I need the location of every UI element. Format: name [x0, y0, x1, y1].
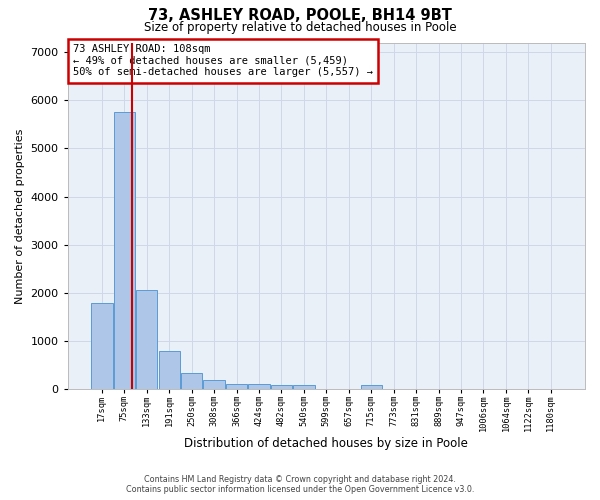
Bar: [113, 112, 135, 389]
Text: Contains HM Land Registry data © Crown copyright and database right 2024.
Contai: Contains HM Land Registry data © Crown c…: [126, 474, 474, 494]
Bar: [248, 384, 269, 389]
Bar: [181, 374, 202, 389]
Text: Size of property relative to detached houses in Poole: Size of property relative to detached ho…: [143, 21, 457, 34]
Text: 73, ASHLEY ROAD, POOLE, BH14 9BT: 73, ASHLEY ROAD, POOLE, BH14 9BT: [148, 8, 452, 22]
Bar: [158, 350, 180, 389]
Bar: [271, 384, 292, 389]
Bar: [361, 386, 382, 389]
Bar: [136, 290, 157, 389]
Bar: [226, 384, 247, 389]
X-axis label: Distribution of detached houses by size in Poole: Distribution of detached houses by size …: [184, 437, 468, 450]
Bar: [203, 380, 225, 389]
Bar: [293, 386, 314, 389]
Bar: [91, 304, 113, 389]
Y-axis label: Number of detached properties: Number of detached properties: [15, 128, 25, 304]
Text: 73 ASHLEY ROAD: 108sqm
← 49% of detached houses are smaller (5,459)
50% of semi-: 73 ASHLEY ROAD: 108sqm ← 49% of detached…: [73, 44, 373, 78]
